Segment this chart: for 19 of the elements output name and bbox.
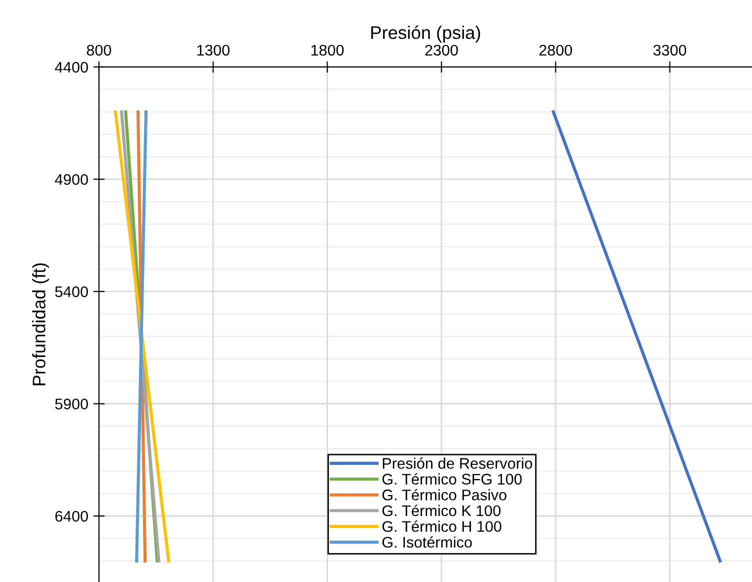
- y-tick-label: 4400: [54, 62, 88, 73]
- y-tick-label: 5900: [55, 398, 88, 410]
- y-tick-label: 4900: [54, 174, 88, 185]
- x-tick-label: 2300: [425, 44, 458, 56]
- legend-label: G. Térmico SFG 100: [382, 473, 522, 485]
- x-tick-label: 3300: [653, 44, 686, 56]
- x-axis-title: Presión (psia): [371, 26, 480, 43]
- legend-label: G. Térmico Pasivo: [382, 488, 506, 500]
- y-tick-label: 6400: [55, 510, 88, 522]
- y-tick-label: 5400: [55, 286, 88, 298]
- x-tick-label: 800: [86, 44, 112, 56]
- legend-label: G. Térmico K 100: [382, 504, 500, 516]
- legend-label: G. Térmico H 100: [382, 520, 502, 532]
- legend-label: Presión de Reservorio: [382, 457, 532, 469]
- legend-label: G. Isotérmico: [382, 536, 472, 548]
- x-tick-label: 1300: [197, 44, 230, 56]
- x-tick-label: 1800: [311, 44, 344, 56]
- y-axis-title: Profundidad (ft): [32, 263, 49, 386]
- x-tick-label: 2800: [539, 44, 572, 56]
